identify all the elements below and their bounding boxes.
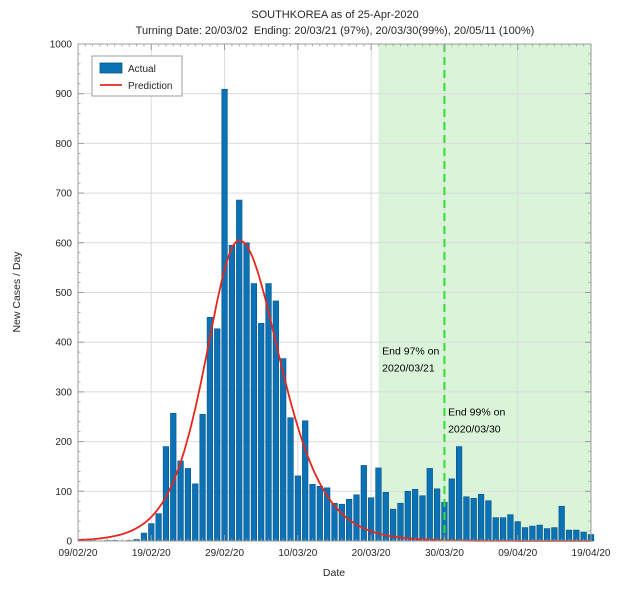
actual-bar: [507, 514, 514, 542]
actual-bar: [243, 242, 250, 542]
y-tick-label: 500: [55, 288, 72, 299]
actual-bar: [492, 517, 499, 542]
actual-bar: [309, 484, 316, 542]
legend-label-actual: Actual: [128, 64, 156, 75]
actual-bar: [214, 328, 221, 542]
x-tick-label: 19/04/20: [572, 548, 611, 559]
actual-bar: [485, 500, 492, 542]
annotation-end-97: End 97% on 2020/03/21: [382, 346, 442, 375]
actual-bar: [558, 505, 565, 542]
y-tick-label: 400: [55, 338, 72, 349]
actual-bar: [199, 413, 206, 542]
actual-bar: [412, 489, 419, 542]
actual-bar: [280, 358, 287, 542]
actual-bar: [316, 486, 323, 542]
y-tick-label: 0: [66, 537, 72, 548]
actual-bar: [302, 420, 309, 542]
x-tick-label: 09/02/20: [59, 548, 98, 559]
actual-bar: [155, 513, 162, 542]
actual-bar: [433, 488, 441, 542]
x-tick-label: 20/03/20: [352, 548, 391, 559]
y-tick-label: 900: [55, 89, 72, 100]
chart-subtitle: Turning Date: 20/03/02 Ending: 20/03/21 …: [135, 25, 535, 37]
y-tick-label: 600: [55, 238, 72, 249]
y-tick-label: 1000: [50, 40, 73, 51]
annotation-end-99-line2: 2020/03/30: [448, 423, 501, 435]
y-axis-label: New Cases / Day: [11, 251, 23, 333]
actual-bar: [177, 460, 184, 542]
x-tick-label: 30/03/20: [425, 548, 464, 559]
actual-bar: [353, 494, 360, 542]
x-tick-label: 10/03/20: [278, 548, 317, 559]
actual-bar: [221, 88, 228, 542]
actual-bar: [404, 490, 411, 542]
y-tick-label: 100: [55, 487, 72, 498]
x-tick-label: 29/02/20: [205, 548, 244, 559]
actual-bar: [294, 475, 301, 542]
actual-bar: [250, 283, 257, 542]
legend: Actual Prediction: [91, 55, 183, 97]
actual-bar: [236, 199, 243, 542]
actual-bar: [368, 497, 375, 542]
actual-bar: [382, 491, 389, 542]
x-axis-label: Date: [323, 567, 345, 579]
actual-bar: [338, 503, 345, 542]
actual-bar: [375, 467, 382, 542]
actual-bar: [463, 496, 470, 542]
actual-bar: [455, 446, 463, 542]
y-tick-label: 300: [55, 387, 72, 398]
chart-title: SOUTHKOREA as of 25-Apr-2020: [251, 9, 419, 21]
actual-bar: [448, 478, 455, 542]
y-tick-label: 800: [55, 139, 72, 150]
y-tick-label: 700: [55, 189, 72, 200]
x-tick-label: 09/04/20: [498, 548, 537, 559]
annotation-end-99-line1: End 99% on: [448, 406, 505, 418]
actual-bar: [228, 244, 236, 542]
annotation-end-97-line2: 2020/03/21: [382, 363, 435, 375]
x-tick-label: 19/02/20: [132, 548, 171, 559]
actual-bar: [499, 517, 507, 542]
actual-bar: [426, 468, 433, 542]
y-tick-label: 200: [55, 437, 72, 448]
legend-swatch-actual: [99, 62, 123, 74]
legend-label-prediction: Prediction: [128, 81, 172, 92]
annotation-end-99: End 99% on 2020/03/30: [448, 406, 508, 435]
annotation-end-97-line1: End 97% on: [382, 346, 439, 358]
actual-bar: [397, 502, 404, 542]
actual-bar: [287, 417, 294, 542]
actual-bar: [192, 483, 199, 542]
actual-bar: [258, 323, 265, 542]
actual-bar: [477, 493, 485, 542]
actual-bar: [470, 497, 477, 542]
actual-bar: [419, 495, 426, 542]
actual-bar: [184, 468, 192, 542]
